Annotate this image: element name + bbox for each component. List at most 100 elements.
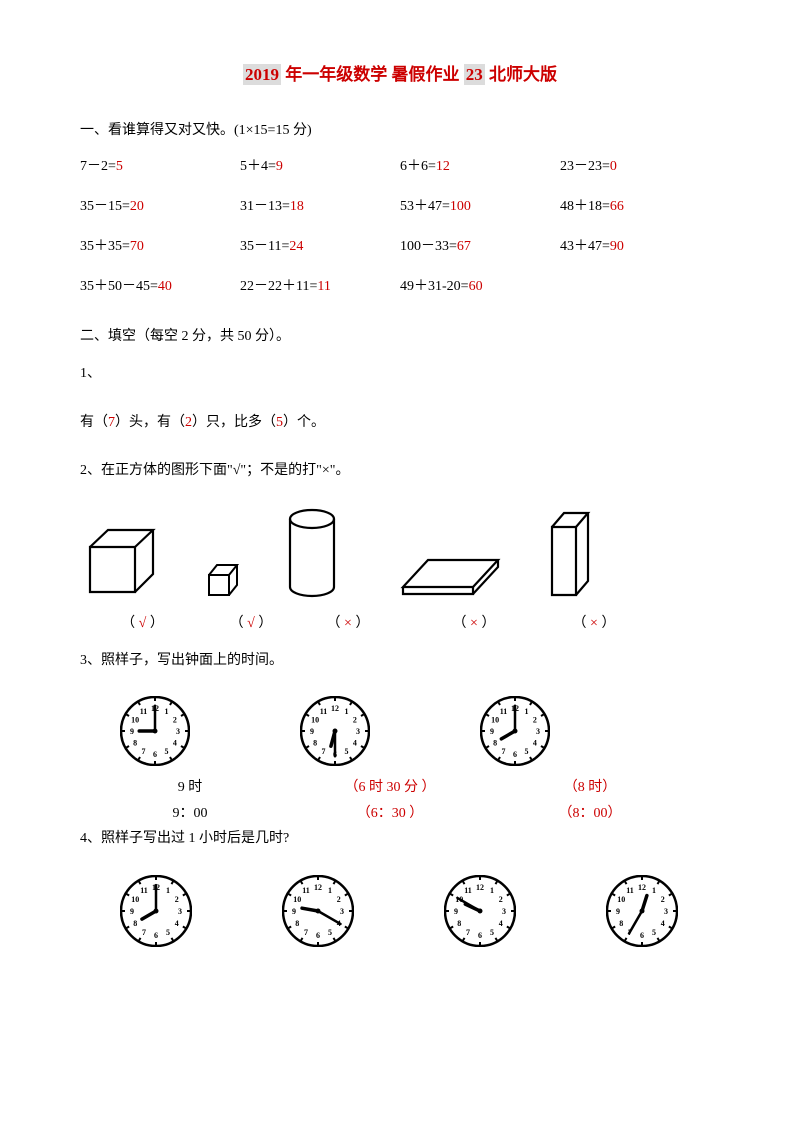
equation-answer: 11	[317, 279, 330, 294]
svg-text:12: 12	[314, 883, 322, 892]
svg-text:12: 12	[331, 704, 339, 713]
svg-text:7: 7	[142, 747, 146, 756]
svg-text:4: 4	[533, 739, 537, 748]
svg-text:10: 10	[311, 716, 319, 725]
svg-text:1: 1	[490, 886, 494, 895]
svg-text:2: 2	[661, 895, 665, 904]
svg-text:9: 9	[310, 727, 314, 736]
clock-time-digital: 9：00	[120, 802, 260, 822]
svg-text:5: 5	[490, 928, 494, 937]
clock-icon: 121234567891011	[282, 875, 354, 947]
clock-icon: 121234567891011	[606, 875, 678, 947]
q1-label: 1、	[80, 361, 720, 388]
equation-expr: 6＋6=	[400, 159, 436, 174]
svg-text:3: 3	[176, 727, 180, 736]
q1-answer-line: 有（7）头，有（2）只，比多（5）个。	[80, 410, 720, 437]
parallelogram-icon	[378, 542, 508, 602]
clock-icon: 121234567891011	[120, 875, 192, 947]
svg-text:4: 4	[661, 919, 665, 928]
svg-text:4: 4	[499, 919, 503, 928]
section1-heading: 一、看谁算得又对又快。(1×15=15 分)	[80, 119, 720, 139]
svg-text:5: 5	[166, 928, 170, 937]
svg-text:2: 2	[173, 716, 177, 725]
svg-text:2: 2	[499, 895, 503, 904]
equation-expr: 5＋4=	[240, 159, 276, 174]
title-text-2: 北师大版	[485, 65, 557, 84]
q3-labels-1: 9 时（6 时 30 分 ）（8 时）	[120, 776, 720, 796]
cube-small-icon	[201, 557, 246, 602]
shape-mark: （ × ）	[399, 612, 549, 632]
q1-v1: 7	[108, 415, 115, 430]
svg-text:7: 7	[466, 928, 470, 937]
equation-answer: 60	[469, 279, 483, 294]
equation-answer: 5	[116, 159, 123, 174]
svg-text:5: 5	[525, 747, 529, 756]
equation-cell: 7－2=5	[80, 155, 240, 175]
equation-cell: 43＋47=90	[560, 235, 720, 255]
equation-expr: 35＋50－45=	[80, 279, 158, 294]
svg-text:6: 6	[316, 931, 320, 940]
clock-time-label: 9 时	[120, 776, 260, 796]
section2-heading: 二、填空（每空 2 分，共 50 分）。	[80, 325, 720, 345]
equation-cell: 23－23=0	[560, 155, 720, 175]
svg-text:8: 8	[619, 919, 623, 928]
q2-label: 2、在正方体的图形下面"√"；不是的打"×"。	[80, 458, 720, 485]
equation-cell: 6＋6=12	[400, 155, 560, 175]
cube-large-icon	[80, 522, 165, 602]
svg-text:6: 6	[153, 750, 157, 759]
svg-text:10: 10	[293, 895, 301, 904]
svg-text:3: 3	[664, 907, 668, 916]
equation-cell: 35－11=24	[240, 235, 400, 255]
svg-text:2: 2	[175, 895, 179, 904]
svg-text:11: 11	[140, 886, 148, 895]
svg-text:10: 10	[491, 716, 499, 725]
worksheet-page: 2019 年一年级数学 暑假作业 23 北师大版 一、看谁算得又对又快。(1×1…	[0, 0, 800, 997]
svg-text:1: 1	[525, 707, 529, 716]
svg-text:7: 7	[322, 747, 326, 756]
svg-text:11: 11	[500, 707, 508, 716]
equation-cell: 31－13=18	[240, 195, 400, 215]
svg-text:10: 10	[131, 895, 139, 904]
svg-text:8: 8	[133, 919, 137, 928]
equation-expr: 22－22＋11=	[240, 279, 317, 294]
equation-answer: 70	[130, 239, 144, 254]
equation-expr: 49＋31-20=	[400, 279, 469, 294]
svg-text:7: 7	[304, 928, 308, 937]
equation-cell: 48＋18=66	[560, 195, 720, 215]
equations-grid: 7－2=55＋4=96＋6=1223－23=035－15=2031－13=185…	[80, 155, 720, 295]
svg-text:6: 6	[478, 931, 482, 940]
svg-text:2: 2	[337, 895, 341, 904]
svg-text:2: 2	[353, 716, 357, 725]
svg-text:9: 9	[490, 727, 494, 736]
equation-expr: 31－13=	[240, 199, 290, 214]
equation-cell: 22－22＋11=11	[240, 275, 400, 295]
svg-text:11: 11	[302, 886, 310, 895]
shapes-row	[80, 507, 720, 602]
equation-expr: 53＋47=	[400, 199, 450, 214]
svg-text:3: 3	[502, 907, 506, 916]
q3-labels-2: 9：00（6：30 ）（8：00）	[120, 802, 720, 822]
equation-cell: 35－15=20	[80, 195, 240, 215]
equation-expr: 48＋18=	[560, 199, 610, 214]
svg-text:1: 1	[328, 886, 332, 895]
clock-icon: 121234567891011	[300, 696, 370, 766]
equation-answer: 20	[130, 199, 144, 214]
clock-time-label: （8 时）	[520, 776, 660, 796]
equation-cell: 53＋47=100	[400, 195, 560, 215]
q3-clocks: 121234567891011 121234567891011 12123456…	[120, 696, 720, 766]
svg-text:10: 10	[131, 716, 139, 725]
svg-text:1: 1	[345, 707, 349, 716]
equation-row: 7－2=55＋4=9 6＋6=1223－23=0	[80, 155, 720, 175]
equation-cell: 49＋31-20=60	[400, 275, 560, 295]
svg-text:12: 12	[476, 883, 484, 892]
svg-text:9: 9	[292, 907, 296, 916]
svg-text:8: 8	[493, 739, 497, 748]
q1-mid1: ）头，有（	[115, 415, 185, 430]
svg-text:3: 3	[340, 907, 344, 916]
shape-mark: （ × ）	[297, 612, 399, 632]
svg-text:8: 8	[133, 739, 137, 748]
equation-answer: 9	[276, 159, 283, 174]
equation-expr: 35＋35=	[80, 239, 130, 254]
equation-cell: 35＋50－45=40	[80, 275, 240, 295]
clock-icon: 121234567891011	[444, 875, 516, 947]
